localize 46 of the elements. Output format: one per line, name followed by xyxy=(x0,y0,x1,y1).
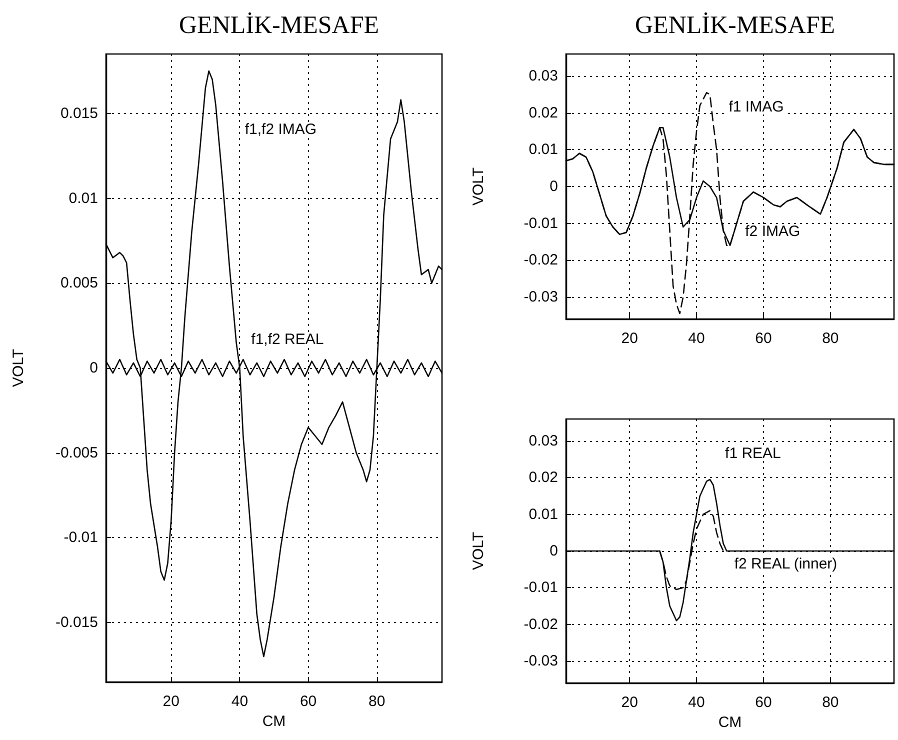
x-tick-label: 40 xyxy=(231,693,248,710)
y-tick-label: -0.01 xyxy=(64,529,98,546)
y-tick-label: 0.01 xyxy=(528,141,558,158)
y-tick-label: 0.02 xyxy=(528,469,558,486)
annotation: f1,f2 IMAG xyxy=(244,120,317,138)
y-tick-label: 0.03 xyxy=(528,68,558,85)
y-tick-label: -0.02 xyxy=(524,616,558,633)
chart-title: GENLİK-MESAFE xyxy=(635,12,835,39)
y-axis-title: VOLT xyxy=(470,532,487,570)
y-tick-label: -0.005 xyxy=(55,444,98,462)
y-tick-label: 0.005 xyxy=(60,274,98,292)
x-tick-label: 80 xyxy=(368,693,386,710)
x-tick-label: 60 xyxy=(300,693,317,710)
y-tick-label: -0.03 xyxy=(524,288,558,306)
y-tick-label: 0 xyxy=(550,542,558,560)
x-tick-label: 40 xyxy=(688,330,705,347)
chart-title: GENLİK-MESAFE xyxy=(179,12,379,39)
annotation: f2 IMAG xyxy=(745,223,800,240)
x-tick-label: 40 xyxy=(688,694,705,711)
y-tick-label: -0.01 xyxy=(524,214,558,232)
x-tick-label: 20 xyxy=(621,694,638,711)
x-axis-title: CM xyxy=(262,712,286,730)
y-tick-label: 0 xyxy=(550,178,558,195)
annotation: f1 REAL xyxy=(725,444,781,462)
x-tick-label: 20 xyxy=(162,693,180,710)
y-tick-label: 0.02 xyxy=(528,104,558,122)
y-axis-title: VOLT xyxy=(10,348,27,388)
y-tick-label: -0.03 xyxy=(524,652,558,670)
x-tick-label: 20 xyxy=(621,330,638,347)
x-tick-label: 80 xyxy=(822,694,839,711)
y-tick-label: -0.02 xyxy=(524,252,558,269)
annotation: f1,f2 REAL xyxy=(251,331,324,348)
y-tick-label: 0 xyxy=(90,360,98,376)
y-tick-label: -0.01 xyxy=(524,579,558,596)
annotation: f1 IMAG xyxy=(728,98,784,116)
y-tick-label: 0.01 xyxy=(528,506,558,523)
annotation: f2 REAL (inner) xyxy=(734,556,838,573)
x-tick-label: 80 xyxy=(822,330,839,347)
y-tick-label: 0.015 xyxy=(60,104,98,122)
x-axis-title: CM xyxy=(718,714,742,731)
y-tick-label: 0.03 xyxy=(528,432,558,450)
y-tick-label: 0.01 xyxy=(68,190,98,207)
y-axis-title: VOLT xyxy=(470,167,487,206)
y-tick-label: -0.015 xyxy=(55,614,98,632)
x-tick-label: 60 xyxy=(755,330,772,347)
x-tick-label: 60 xyxy=(755,694,772,711)
